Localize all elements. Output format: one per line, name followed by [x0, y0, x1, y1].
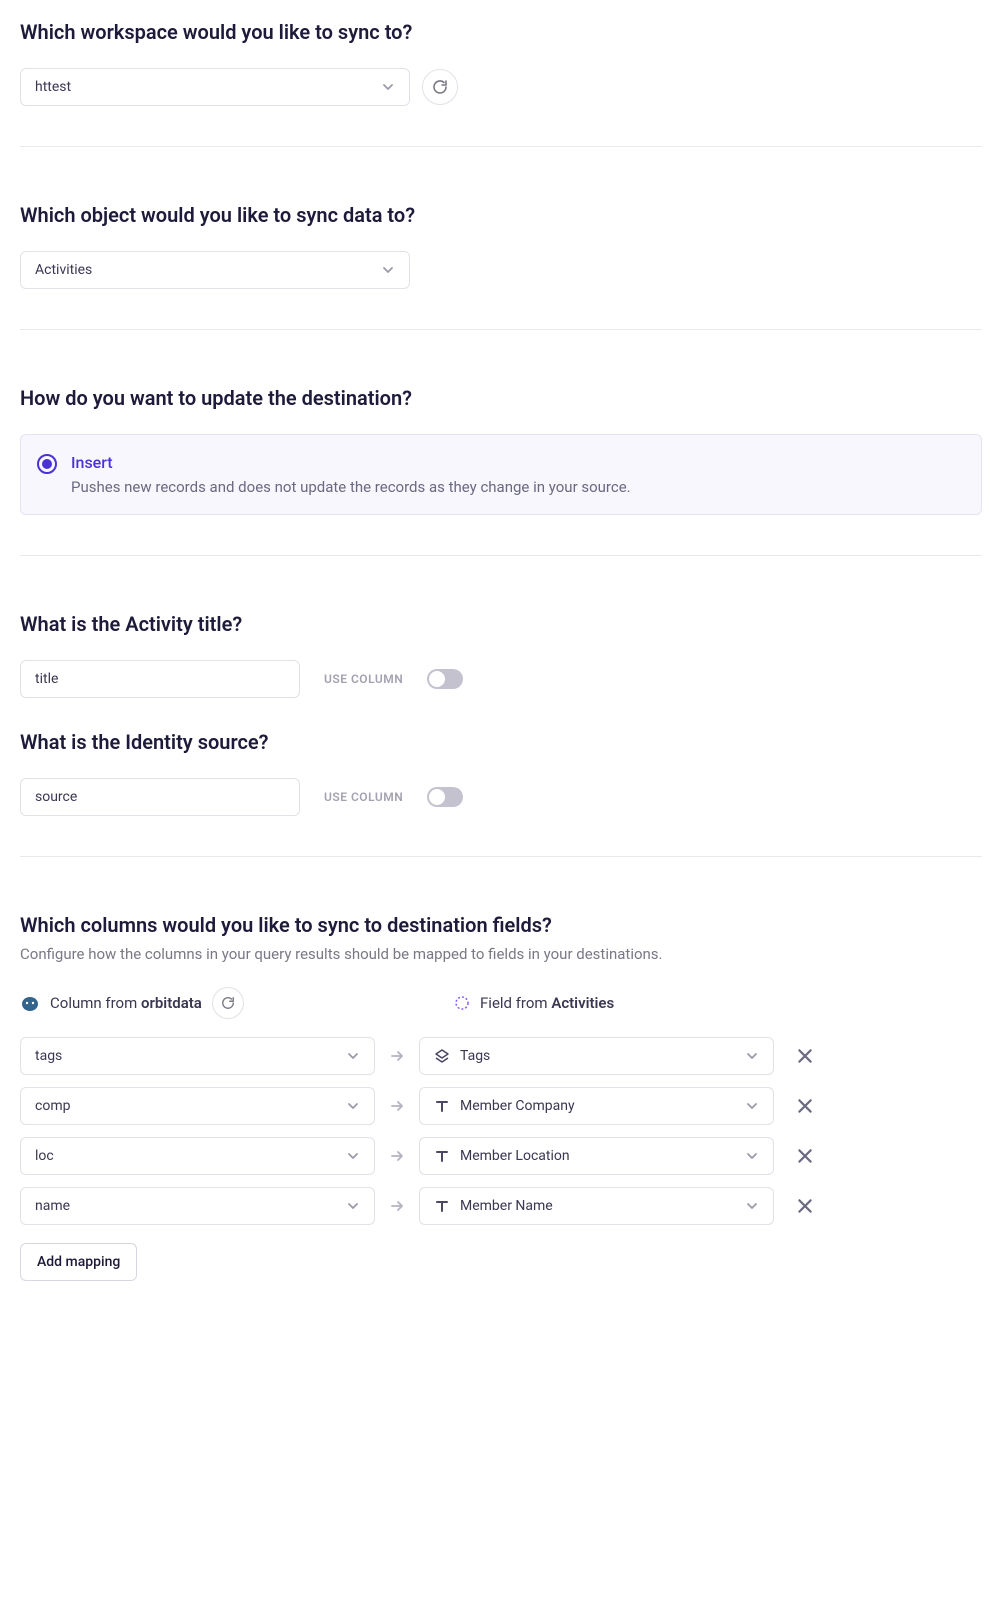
layers-icon: [434, 1048, 450, 1064]
fields-section: What is the Activity title? USE COLUMN W…: [20, 556, 982, 856]
field-content: Member Company: [434, 1098, 575, 1114]
identity-source-row: USE COLUMN: [20, 778, 982, 816]
activity-title-question: What is the Activity title?: [20, 612, 982, 636]
radio-option-title: Insert: [71, 453, 631, 472]
object-section: Which object would you like to sync data…: [20, 147, 982, 329]
chevron-down-icon: [381, 263, 395, 277]
arrow-right-icon: [389, 1098, 405, 1114]
refresh-icon: [221, 996, 235, 1010]
text-icon: [434, 1098, 450, 1114]
mapping-refresh-button[interactable]: [212, 987, 244, 1019]
toggle-knob: [429, 671, 445, 687]
mapping-source-value: comp: [35, 1098, 70, 1114]
update-mode-question: How do you want to update the destinatio…: [20, 386, 982, 410]
destination-icon: [454, 995, 470, 1011]
chevron-down-icon: [346, 1099, 360, 1113]
activity-title-row: USE COLUMN: [20, 660, 982, 698]
object-row: Activities: [20, 251, 982, 289]
activity-title-input[interactable]: [20, 660, 300, 698]
radio-option-description: Pushes new records and does not update t…: [71, 478, 631, 496]
mapping-source-value: loc: [35, 1148, 54, 1164]
object-select[interactable]: Activities: [20, 251, 410, 289]
text-icon: [434, 1198, 450, 1214]
field-content: Member Location: [434, 1148, 570, 1164]
dest-label: Field from Activities: [480, 994, 614, 1012]
workspace-selected-value: httest: [35, 79, 71, 95]
chevron-down-icon: [745, 1149, 759, 1163]
mapping-source-value: tags: [35, 1048, 62, 1064]
mapping-field-select[interactable]: Member Company: [419, 1087, 774, 1125]
chevron-down-icon: [381, 80, 395, 94]
mapping-source-value: name: [35, 1198, 70, 1214]
workspace-row: httest: [20, 68, 982, 106]
arrow-right-icon: [389, 1048, 405, 1064]
use-column-label: USE COLUMN: [324, 672, 403, 686]
workspace-question: Which workspace would you like to sync t…: [20, 20, 982, 44]
mapping-field-value: Member Company: [460, 1098, 575, 1114]
source-label: Column from orbitdata: [50, 994, 202, 1012]
mapping-row: tags Tags: [20, 1037, 982, 1075]
chevron-down-icon: [745, 1099, 759, 1113]
remove-mapping-button[interactable]: [796, 1047, 814, 1065]
mapping-row: comp Member Company: [20, 1087, 982, 1125]
chevron-down-icon: [745, 1049, 759, 1063]
mapping-header: Column from orbitdata Field from Activit…: [20, 987, 982, 1019]
mapping-rows: tags Tags comp Member Company loc Member Loca…: [20, 1037, 982, 1225]
chevron-down-icon: [346, 1049, 360, 1063]
workspace-select[interactable]: httest: [20, 68, 410, 106]
identity-source-question: What is the Identity source?: [20, 730, 982, 754]
mapping-row: loc Member Location: [20, 1137, 982, 1175]
use-column-label: USE COLUMN: [324, 790, 403, 804]
mapping-section: Which columns would you like to sync to …: [20, 857, 982, 1321]
mapping-source-select[interactable]: comp: [20, 1087, 375, 1125]
radio-text: Insert Pushes new records and does not u…: [71, 453, 631, 496]
mapping-field-select[interactable]: Tags: [419, 1037, 774, 1075]
mapping-row: name Member Name: [20, 1187, 982, 1225]
update-mode-insert-option[interactable]: Insert Pushes new records and does not u…: [20, 434, 982, 515]
mapping-source-select[interactable]: name: [20, 1187, 375, 1225]
mapping-source-select[interactable]: tags: [20, 1037, 375, 1075]
mapping-dest-header: Field from Activities: [454, 994, 614, 1012]
remove-mapping-button[interactable]: [796, 1147, 814, 1165]
object-question: Which object would you like to sync data…: [20, 203, 982, 227]
mapping-question: Which columns would you like to sync to …: [20, 913, 982, 937]
mapping-source-header: Column from orbitdata: [20, 987, 408, 1019]
mapping-field-value: Member Location: [460, 1148, 570, 1164]
refresh-icon: [432, 79, 448, 95]
chevron-down-icon: [745, 1199, 759, 1213]
chevron-down-icon: [346, 1199, 360, 1213]
postgres-icon: [20, 993, 40, 1013]
identity-source-use-column-toggle[interactable]: [427, 787, 463, 807]
arrow-right-icon: [389, 1198, 405, 1214]
mapping-field-value: Member Name: [460, 1198, 553, 1214]
activity-title-use-column-toggle[interactable]: [427, 669, 463, 689]
workspace-refresh-button[interactable]: [422, 69, 458, 105]
mapping-field-select[interactable]: Member Name: [419, 1187, 774, 1225]
update-mode-section: How do you want to update the destinatio…: [20, 330, 982, 555]
toggle-knob: [429, 789, 445, 805]
field-content: Tags: [434, 1048, 490, 1064]
mapping-field-select[interactable]: Member Location: [419, 1137, 774, 1175]
identity-source-input[interactable]: [20, 778, 300, 816]
add-mapping-button[interactable]: Add mapping: [20, 1243, 137, 1281]
chevron-down-icon: [346, 1149, 360, 1163]
text-icon: [434, 1148, 450, 1164]
remove-mapping-button[interactable]: [796, 1097, 814, 1115]
mapping-source-select[interactable]: loc: [20, 1137, 375, 1175]
field-content: Member Name: [434, 1198, 553, 1214]
object-selected-value: Activities: [35, 262, 92, 278]
workspace-section: Which workspace would you like to sync t…: [20, 0, 982, 146]
arrow-right-icon: [389, 1148, 405, 1164]
remove-mapping-button[interactable]: [796, 1197, 814, 1215]
mapping-field-value: Tags: [460, 1048, 490, 1064]
radio-selected-icon: [37, 454, 57, 474]
mapping-subtext: Configure how the columns in your query …: [20, 945, 982, 963]
